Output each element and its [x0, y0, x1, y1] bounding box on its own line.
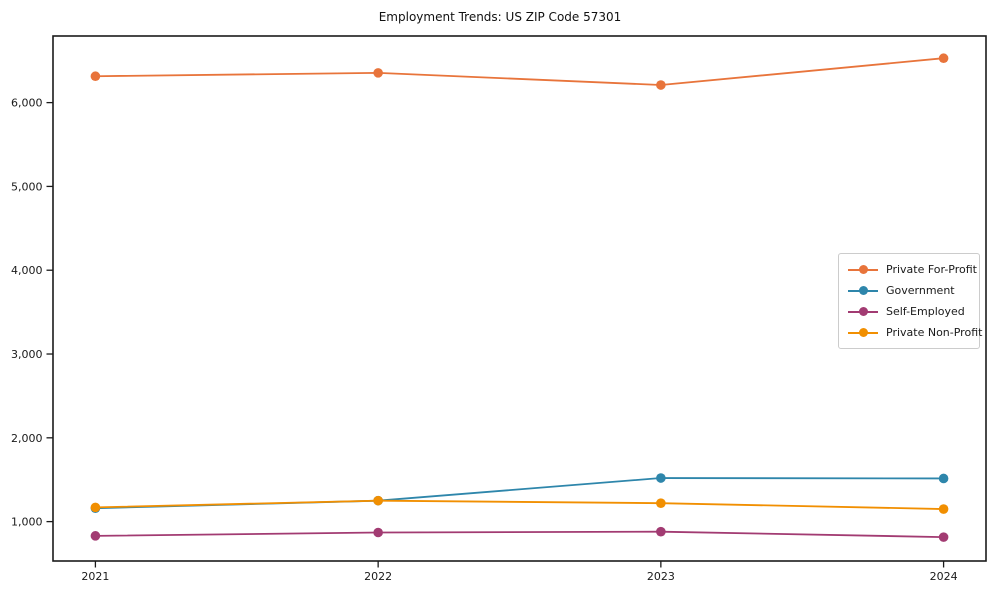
series-marker-self-employed	[656, 526, 666, 537]
legend-line-marker-icon	[848, 307, 878, 317]
y-axis-tick-label: 5,000	[11, 180, 43, 193]
legend-label: Government	[886, 284, 955, 297]
series-marker-government	[656, 473, 666, 483]
series-line-private-non-profit	[95, 499, 944, 510]
legend: Private For-Profit Government Self-Employe…	[838, 253, 982, 349]
legend-item-self-employed: Self-Employed	[848, 303, 970, 320]
series-marker-self-employed	[938, 532, 949, 542]
legend-label: Private For-Profit	[886, 263, 977, 276]
chart-title: Employment Trends: US ZIP Code 57301	[378, 10, 622, 24]
series-marker-private-for-profit	[938, 53, 949, 64]
series-marker-self-employed	[90, 531, 101, 541]
legend-item-private-for-profit: Private For-Profit	[848, 261, 977, 278]
y-axis-tick-label: 4,000	[11, 264, 43, 277]
series-line-self-employed	[95, 530, 944, 539]
y-axis-tick-label: 3,000	[11, 348, 43, 361]
y-axis-tick-label: 6,000	[11, 97, 43, 110]
series-marker-private-for-profit	[656, 80, 666, 90]
series-marker-private-for-profit	[373, 68, 383, 78]
legend-label: Private Non-Profit	[886, 326, 983, 339]
x-axis-tick-label: 2024	[930, 570, 958, 583]
series-marker-private-for-profit	[90, 71, 101, 82]
legend-item-government: Government	[848, 282, 970, 299]
legend-line-marker-icon	[848, 328, 878, 338]
x-axis-tick-label: 2023	[647, 570, 675, 583]
y-axis-tick-label: 2,000	[11, 432, 43, 445]
series-marker-private-non-profit	[938, 504, 949, 514]
legend-label: Self-Employed	[886, 305, 965, 318]
series-marker-private-non-profit	[90, 502, 101, 513]
x-axis-tick-label: 2021	[81, 570, 109, 583]
series-marker-private-non-profit	[656, 498, 666, 508]
plot-frame	[52, 35, 987, 562]
legend-line-marker-icon	[848, 265, 878, 275]
y-axis-tick-label: 1,000	[11, 516, 43, 529]
series-marker-self-employed	[373, 527, 383, 538]
legend-item-private-non-profit: Private Non-Profit	[848, 324, 982, 341]
series-marker-government	[938, 473, 949, 484]
series-marker-private-non-profit	[373, 495, 383, 506]
legend-line-marker-icon	[848, 286, 878, 296]
series-line-private-for-profit	[95, 57, 944, 86]
x-axis-tick-label: 2022	[364, 570, 392, 583]
